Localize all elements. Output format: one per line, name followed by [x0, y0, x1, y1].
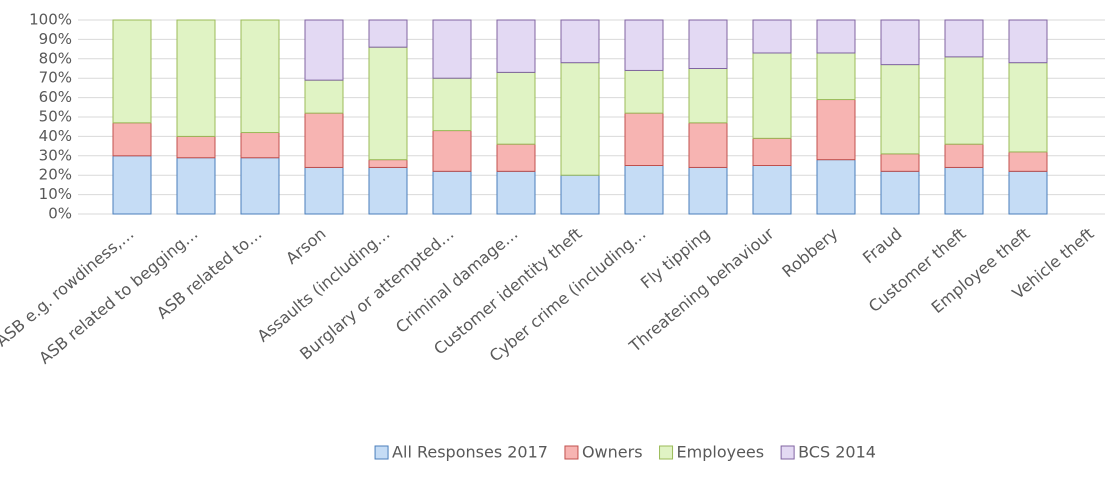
bar-segment — [304, 112, 344, 168]
y-tick-label: 50% — [39, 108, 72, 126]
bar-segment — [688, 68, 728, 124]
bar-segment — [944, 166, 984, 215]
bar-segment — [432, 19, 472, 79]
legend-swatch — [374, 445, 389, 460]
bar-segment — [624, 165, 664, 215]
bar-segment — [752, 52, 792, 139]
y-tick-label: 90% — [39, 30, 72, 48]
bar-segment — [880, 19, 920, 66]
x-tick-label: Robbery — [778, 224, 841, 281]
bar-segment — [816, 159, 856, 215]
legend-label: Owners — [582, 443, 643, 462]
bar-segment — [880, 153, 920, 172]
y-tick-label: 40% — [39, 127, 72, 145]
bar-segment — [240, 157, 280, 215]
y-tick-label: 10% — [39, 185, 72, 203]
bar-segment — [368, 46, 408, 161]
bar-segment — [944, 56, 984, 145]
bar-segment — [432, 170, 472, 215]
bar-segment — [688, 122, 728, 168]
bar-segment — [1008, 62, 1048, 153]
bar-segment — [1008, 170, 1048, 215]
bar-segment — [368, 159, 408, 168]
bar-segment — [880, 64, 920, 155]
bar-segment — [176, 135, 216, 159]
bar-segment — [816, 99, 856, 161]
bar-segment — [1008, 151, 1048, 172]
bar-segment — [560, 174, 600, 215]
x-tick-label: Arson — [282, 224, 329, 268]
bar-segment — [688, 166, 728, 215]
x-tick-label: ASB related to… — [153, 224, 265, 323]
bar-segment — [624, 19, 664, 71]
bar-segment — [816, 52, 856, 101]
legend-swatch — [780, 445, 795, 460]
bar-segment — [112, 122, 152, 157]
bar-segment — [176, 157, 216, 215]
x-tick-label: Criminal damage… — [392, 224, 521, 337]
bar-segment — [432, 77, 472, 132]
bar-segment — [752, 165, 792, 215]
bar-segment — [560, 19, 600, 64]
bar-segment — [240, 19, 280, 134]
y-tick-label: 70% — [39, 69, 72, 87]
bar-segment — [496, 71, 536, 145]
bar-segment — [368, 19, 408, 48]
bar-segment — [880, 170, 920, 215]
bar-segment — [176, 19, 216, 137]
y-tick-label: 60% — [39, 88, 72, 106]
bar-segment — [112, 155, 152, 215]
bar-segment — [432, 130, 472, 172]
bar-segment — [944, 143, 984, 168]
bar-segment — [752, 137, 792, 166]
x-tick-label: Fraud — [859, 224, 905, 267]
y-tick-label: 20% — [39, 166, 72, 184]
bar-segment — [688, 19, 728, 69]
bar-segment — [112, 19, 152, 124]
bar-segment — [944, 19, 984, 58]
bar-segment — [496, 19, 536, 73]
bar-segment — [1008, 19, 1048, 64]
bar-segment — [496, 143, 536, 172]
legend-swatch — [659, 445, 674, 460]
bar-segment — [752, 19, 792, 54]
bar-segment — [816, 19, 856, 54]
legend-label: Employees — [677, 443, 765, 462]
y-tick-label: 80% — [39, 49, 72, 67]
bar-segment — [240, 132, 280, 159]
y-tick-label: 0% — [48, 205, 72, 223]
bar-segment — [368, 166, 408, 215]
bar-segment — [560, 62, 600, 176]
bar-segment — [304, 19, 344, 81]
bar-segment — [304, 166, 344, 215]
y-tick-label: 30% — [39, 146, 72, 164]
legend-label: BCS 2014 — [798, 443, 876, 462]
legend-swatch — [564, 445, 579, 460]
bar-segment — [496, 170, 536, 215]
y-tick-label: 100% — [29, 11, 72, 29]
bar-segment — [624, 69, 664, 114]
bar-segment — [304, 79, 344, 114]
bar-segment — [624, 112, 664, 167]
legend-label: All Responses 2017 — [392, 443, 548, 462]
